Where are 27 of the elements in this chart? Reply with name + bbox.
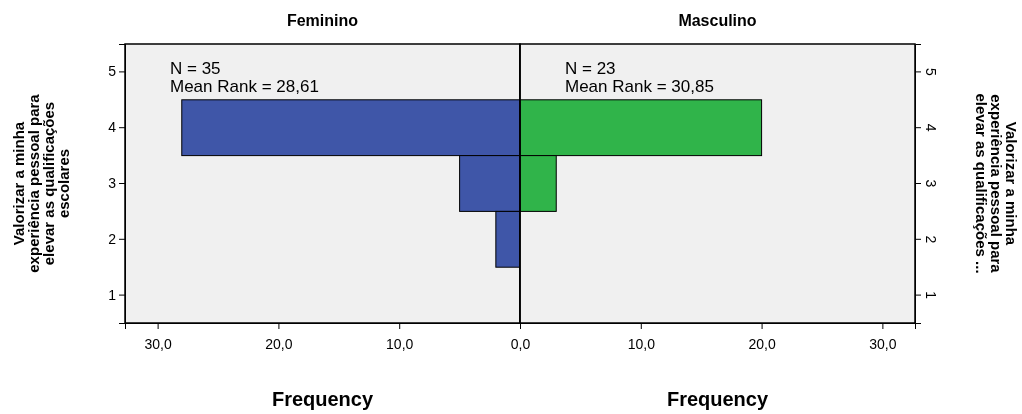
y-tick-label: 2 (108, 230, 117, 247)
x-tick-label: 20,0 (265, 335, 293, 352)
y-tick-label: 4 (108, 119, 117, 136)
annotation: Mean Rank = 30,85 (565, 77, 714, 96)
y-tick-label: 1 (923, 291, 940, 300)
x-tick-label: 10,0 (627, 335, 656, 352)
chart-title: Masculino (678, 12, 757, 29)
x-tick-label: 0,0 (510, 335, 531, 352)
chart-title: Feminino (286, 12, 359, 29)
annotation: Mean Rank = 28,61 (170, 77, 319, 96)
x-tick-label: 10,0 (386, 335, 414, 352)
y-tick-label: 4 (923, 123, 940, 132)
x-axis-title: Frequency (666, 388, 769, 410)
y-tick-label: 5 (108, 63, 117, 80)
annotation: N = 23 (565, 59, 616, 78)
annotation: N = 35 (170, 59, 221, 78)
x-tick-label: 30,0 (869, 335, 897, 352)
y-axis-title: Valorizar a minha experiência pessoal para elevar as qualificações escolares (10, 93, 72, 273)
x-axis-title: Frequency (271, 388, 374, 410)
x-tick-label: 30,0 (144, 335, 172, 352)
y-axis-title: Valorizar a minha experiência pessoal para elevar as qualificações ... (973, 93, 1020, 274)
x-tick-label: 20,0 (748, 335, 776, 352)
y-tick-label: 1 (108, 286, 117, 303)
y-tick-label: 2 (923, 235, 940, 244)
y-tick-label: 3 (923, 179, 940, 188)
y-tick-label: 5 (923, 68, 940, 76)
y-tick-label: 3 (108, 174, 117, 191)
